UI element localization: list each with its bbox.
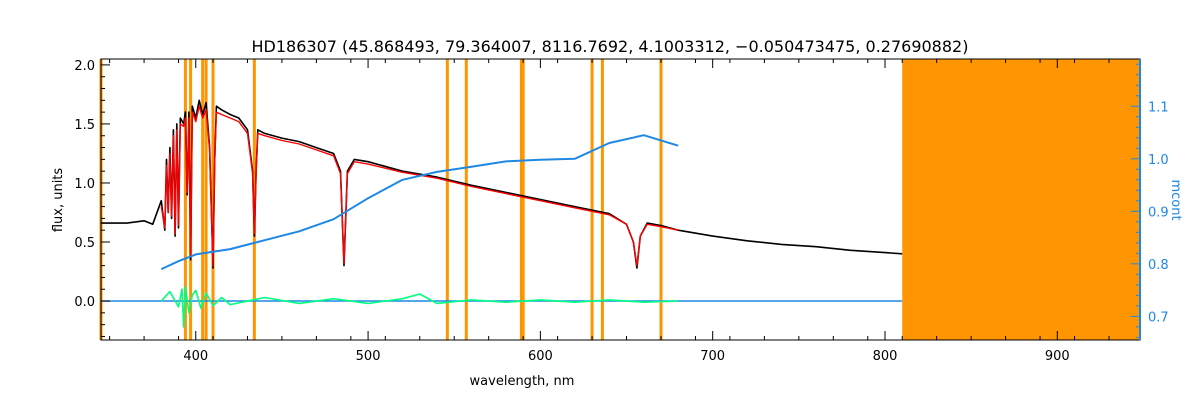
x-tick-label: 800 — [873, 349, 898, 364]
y-axis: 0.0 0.5 1.0 1.5 2.0 — [74, 59, 110, 337]
y2-tick-label: 1.1 — [1148, 100, 1169, 115]
y2-tick-label: 1.0 — [1148, 153, 1169, 168]
y-axis-label: flux, units — [51, 168, 66, 233]
x-tick-label: 400 — [183, 349, 208, 364]
y-tick-label: 0.5 — [74, 236, 95, 251]
series-layer — [101, 99, 903, 328]
y-tick-label: 1.5 — [74, 118, 95, 133]
series-observed — [101, 99, 903, 269]
series-model — [160, 105, 679, 267]
y2-tick-label: 0.9 — [1148, 205, 1169, 220]
x-axis: 400 500 600 700 800 900 — [109, 59, 1110, 364]
x-tick-label: 500 — [356, 349, 381, 364]
chart-title: HD186307 (45.868493, 79.364007, 8116.769… — [252, 37, 969, 56]
masked-regions — [99, 59, 1140, 340]
y2-tick-label: 0.7 — [1148, 310, 1169, 325]
y-tick-label: 0.0 — [74, 295, 95, 310]
x-tick-label: 700 — [700, 349, 725, 364]
right-y-axis-label: mcont — [1168, 179, 1183, 220]
x-tick-label: 600 — [528, 349, 553, 364]
x-tick-label: 900 — [1045, 349, 1070, 364]
y2-tick-label: 0.8 — [1148, 258, 1169, 273]
series-mcont — [160, 134, 679, 271]
masked-region — [902, 59, 1140, 340]
y-tick-label: 2.0 — [74, 59, 95, 74]
x-axis-label: wavelength, nm — [470, 374, 575, 389]
right-y-axis: 0.7 0.8 0.9 1.0 1.1 — [1131, 59, 1169, 340]
series-residual — [160, 286, 679, 328]
y-tick-label: 1.0 — [74, 177, 95, 192]
